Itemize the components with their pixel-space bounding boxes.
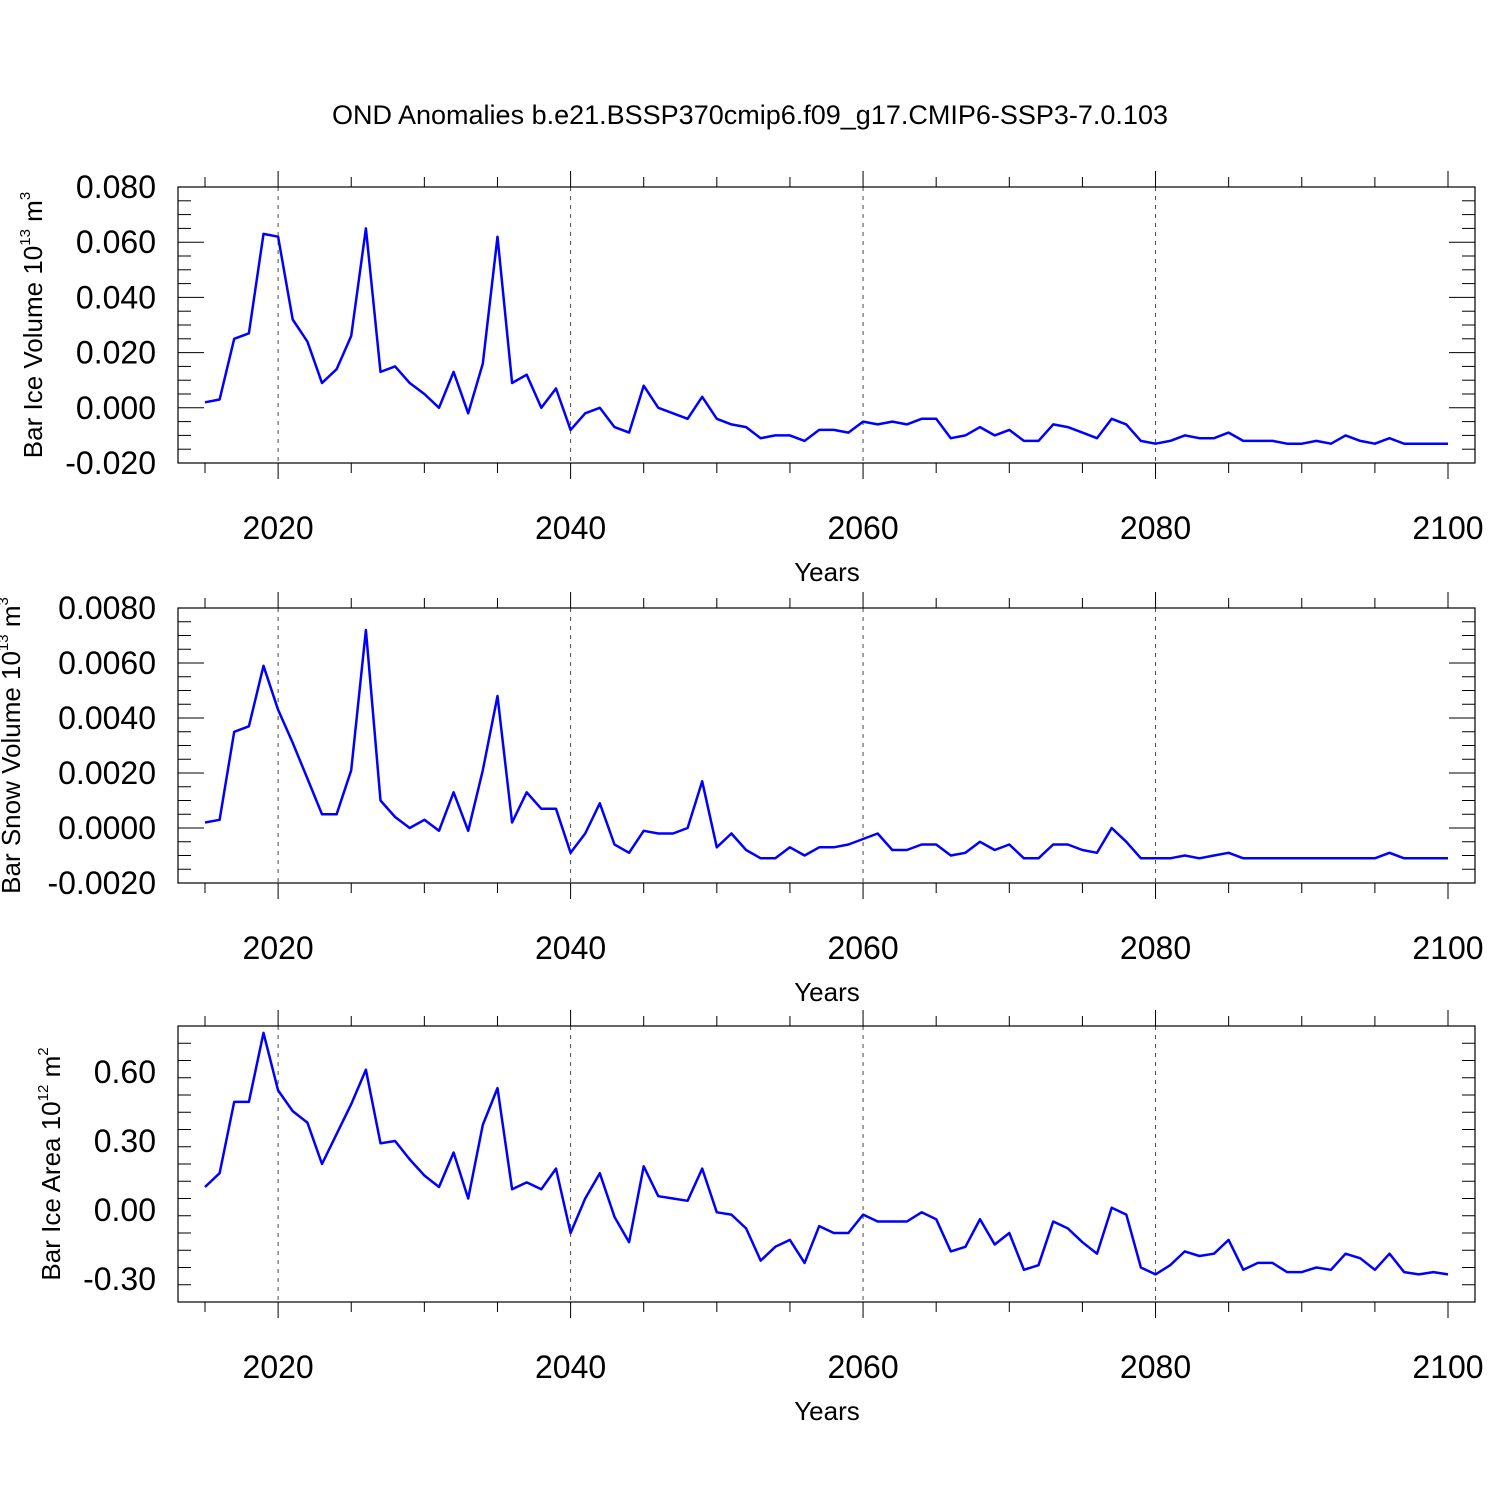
y-axis-label-unit: m <box>36 1056 66 1085</box>
x-tick-label: 2100 <box>1412 510 1483 546</box>
y-axis-label-main: Bar Snow Volume 10 <box>0 651 26 894</box>
panel-3: 2020 2040 2060 2080 2100 -0.30 0.00 0.30 0.60 Yea… <box>35 1010 1484 1426</box>
x-tick-label: 2040 <box>535 510 606 546</box>
y-tick-label: -0.0020 <box>47 865 156 901</box>
y-axis-label-unit-exponent: 2 <box>35 1047 52 1055</box>
x-minor-ticks <box>204 1010 1449 1318</box>
y-axis-label-exponent: 12 <box>35 1085 52 1102</box>
y-axis-label-unit-exponent: 3 <box>0 597 12 605</box>
y-tick-label: 0.060 <box>76 224 156 260</box>
x-minor-ticks <box>204 592 1449 899</box>
x-axis-label: Years <box>794 557 860 587</box>
y-tick-label: -0.020 <box>65 445 156 481</box>
x-tick-label: 2040 <box>535 1349 606 1385</box>
y-axis-label-exponent: 13 <box>0 634 12 651</box>
plot-frame <box>177 1025 1476 1303</box>
figure-title: OND Anomalies b.e21.BSSP370cmip6.f09_g17… <box>332 100 1168 130</box>
x-axis-label: Years <box>794 977 860 1007</box>
x-tick-label: 2100 <box>1412 930 1483 966</box>
y-tick-label: 0.020 <box>76 335 156 371</box>
y-tick-label: 0.040 <box>76 279 156 315</box>
y-axis-label-unit: m <box>18 200 48 229</box>
y-tick-label: 0.0060 <box>58 645 156 681</box>
x-tick-label: 2060 <box>827 1349 898 1385</box>
series-line <box>204 1031 1449 1276</box>
series-line <box>204 628 1448 860</box>
x-tick-label: 2020 <box>243 1349 314 1385</box>
x-tick-label: 2060 <box>827 930 898 966</box>
y-tick-label: 0.080 <box>76 169 156 205</box>
y-axis-label-unit: m <box>0 605 26 634</box>
plot-frame <box>177 607 1476 884</box>
y-axis-label-main: Bar Ice Area 10 <box>36 1101 66 1280</box>
y-tick-label: 0.0020 <box>58 755 156 791</box>
x-tick-label: 2040 <box>535 930 606 966</box>
x-tick-label: 2080 <box>1120 510 1191 546</box>
panel-1: 2020 2040 2060 2080 2100 -0.020 0.000 0.020 0.04… <box>17 169 1484 587</box>
y-axis-label: Bar Ice Area 1012 m2 <box>35 1047 66 1280</box>
series-line <box>204 227 1448 445</box>
y-tick-label: 0.000 <box>76 390 156 426</box>
y-axis-label-exponent: 13 <box>17 229 34 246</box>
y-axis-label-main: Bar Ice Volume 10 <box>18 246 48 458</box>
x-tick-label: 2020 <box>243 510 314 546</box>
x-axis-label: Years <box>794 1396 860 1426</box>
x-tick-label: 2100 <box>1412 1349 1483 1385</box>
panel-2: 2020 2040 2060 2080 2100 -0.0020 0.0000 0.0020 0… <box>0 590 1484 1007</box>
y-tick-label: 0.30 <box>94 1123 156 1159</box>
x-tick-label: 2080 <box>1120 930 1191 966</box>
y-tick-label: 0.0000 <box>58 810 156 846</box>
panels: 2020 2040 2060 2080 2100 -0.020 0.000 0.020 0.04… <box>0 169 1484 1426</box>
x-minor-ticks <box>204 171 1449 479</box>
y-axis-label: Bar Snow Volume 1013 m3 <box>0 597 26 894</box>
y-axis-label-unit-exponent: 3 <box>17 192 34 200</box>
y-tick-label: 0.00 <box>94 1192 156 1228</box>
y-tick-label: 0.60 <box>94 1054 156 1090</box>
x-tick-label: 2060 <box>827 510 898 546</box>
plot-frame <box>177 186 1476 464</box>
y-tick-label: -0.30 <box>83 1261 156 1297</box>
x-tick-label: 2080 <box>1120 1349 1191 1385</box>
x-tick-label: 2020 <box>243 930 314 966</box>
y-axis-label: Bar Ice Volume 1013 m3 <box>17 192 48 458</box>
y-tick-label: 0.0040 <box>58 700 156 736</box>
y-tick-label: 0.0080 <box>58 590 156 626</box>
